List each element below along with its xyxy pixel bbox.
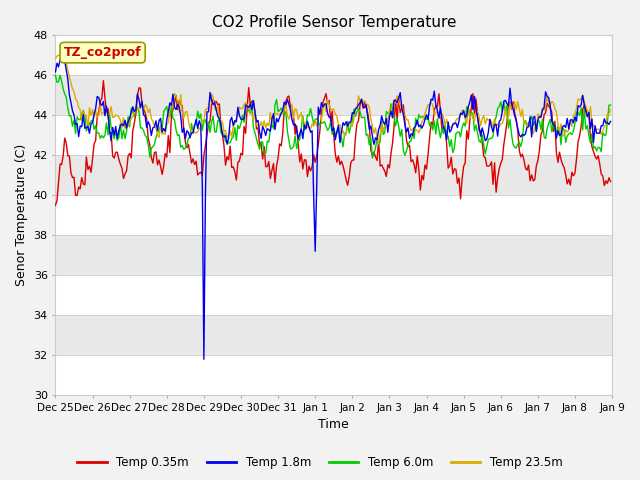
Bar bbox=[56, 235, 612, 275]
Bar bbox=[56, 75, 612, 115]
X-axis label: Time: Time bbox=[318, 419, 349, 432]
Bar bbox=[56, 156, 612, 195]
Bar bbox=[56, 315, 612, 355]
Y-axis label: Senor Temperature (C): Senor Temperature (C) bbox=[15, 144, 28, 287]
Text: TZ_co2prof: TZ_co2prof bbox=[64, 46, 141, 59]
Legend: Temp 0.35m, Temp 1.8m, Temp 6.0m, Temp 23.5m: Temp 0.35m, Temp 1.8m, Temp 6.0m, Temp 2… bbox=[73, 452, 567, 474]
Bar bbox=[56, 36, 612, 75]
Bar bbox=[56, 195, 612, 235]
Bar bbox=[56, 275, 612, 315]
Bar bbox=[56, 355, 612, 395]
Bar bbox=[56, 115, 612, 156]
Title: CO2 Profile Sensor Temperature: CO2 Profile Sensor Temperature bbox=[211, 15, 456, 30]
